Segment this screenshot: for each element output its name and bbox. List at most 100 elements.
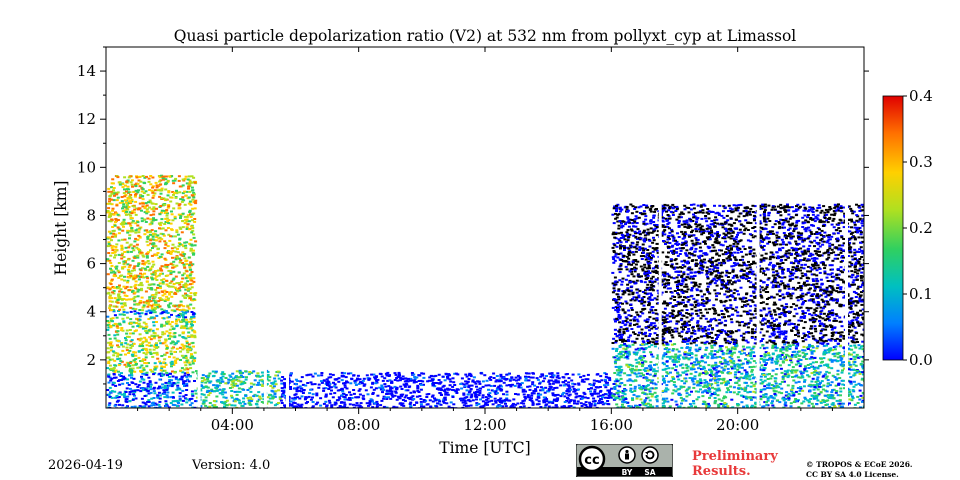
- heatmap-cell: [417, 391, 421, 393]
- heatmap-cell: [187, 331, 191, 334]
- heatmap-cell: [746, 391, 750, 394]
- heatmap-cell: [494, 401, 498, 404]
- heatmap-cell: [310, 383, 314, 386]
- heatmap-cell: [256, 406, 260, 408]
- heatmap-cell: [252, 395, 256, 398]
- heatmap-cell: [183, 309, 187, 312]
- heatmap-cell: [168, 302, 172, 305]
- heatmap-cell: [128, 387, 132, 390]
- heatmap-cell: [129, 272, 133, 275]
- heatmap-cell: [595, 373, 599, 376]
- heatmap-cell: [778, 401, 782, 404]
- heatmap-cell: [298, 397, 302, 400]
- heatmap-cell: [799, 387, 803, 390]
- heatmap-cell: [862, 373, 864, 376]
- heatmap-cell: [854, 355, 858, 358]
- heatmap-cell: [858, 389, 862, 392]
- heatmap-cell: [147, 301, 150, 304]
- heatmap-cell: [117, 370, 120, 373]
- heatmap-cell: [684, 389, 688, 392]
- heatmap-cell: [131, 220, 135, 223]
- heatmap-cell: [160, 265, 164, 268]
- heatmap-cell: [155, 365, 159, 368]
- heatmap-cell: [347, 398, 351, 401]
- heatmap-cell: [439, 403, 443, 406]
- heatmap-cell: [393, 372, 397, 375]
- heatmap-cell: [807, 400, 811, 403]
- heatmap-cell: [541, 389, 545, 392]
- heatmap-cell: [165, 371, 169, 374]
- heatmap-cell: [191, 355, 195, 358]
- heatmap-cell: [552, 399, 556, 402]
- heatmap-cell: [184, 175, 188, 178]
- heatmap-cell: [243, 382, 247, 384]
- heatmap-cell: [628, 374, 632, 377]
- heatmap-cell: [184, 292, 187, 295]
- heatmap-cell: [123, 294, 127, 297]
- heatmap-cell: [553, 394, 557, 397]
- heatmap-cell: [128, 400, 132, 403]
- heatmap-cell: [115, 212, 119, 215]
- heatmap-cell: [233, 400, 237, 403]
- heatmap-cell: [142, 367, 146, 370]
- heatmap-cell: [799, 359, 803, 361]
- heatmap-cell: [150, 306, 154, 309]
- heatmap-cell: [190, 282, 194, 285]
- heatmap-cell: [855, 371, 859, 374]
- heatmap-cell: [701, 403, 705, 405]
- heatmap-cell: [152, 207, 155, 210]
- heatmap-cell: [192, 249, 195, 252]
- heatmap-cell: [115, 325, 119, 328]
- heatmap-cell: [135, 317, 138, 320]
- heatmap-cell: [170, 360, 174, 363]
- heatmap-cell: [178, 226, 182, 229]
- heatmap-cell: [604, 373, 608, 376]
- heatmap-cell: [478, 389, 482, 392]
- heatmap-cell: [451, 377, 455, 380]
- heatmap-cell: [163, 387, 167, 390]
- heatmap-cell: [119, 360, 123, 363]
- heatmap-cell: [153, 345, 157, 348]
- heatmap-cell: [167, 205, 171, 208]
- heatmap-cell: [147, 318, 151, 320]
- heatmap-cell: [283, 386, 286, 389]
- heatmap-cell: [619, 351, 623, 354]
- heatmap-cell: [519, 386, 523, 389]
- heatmap-cell: [816, 376, 820, 379]
- heatmap-cell: [794, 398, 798, 400]
- heatmap-cell: [446, 375, 449, 378]
- heatmap-cell: [247, 402, 251, 405]
- heatmap-cell: [138, 185, 142, 188]
- heatmap-cell: [152, 397, 156, 399]
- heatmap-cell: [385, 389, 389, 392]
- heatmap-cell: [152, 321, 156, 324]
- heatmap-cell: [168, 175, 172, 178]
- heatmap-cell: [193, 351, 197, 354]
- heatmap-cell: [277, 402, 280, 404]
- heatmap-cell: [137, 263, 141, 266]
- heatmap-cell: [848, 364, 852, 366]
- heatmap-cell: [181, 178, 185, 181]
- heatmap-cell: [792, 392, 796, 395]
- heatmap-cell: [494, 390, 498, 393]
- heatmap-cell: [705, 405, 709, 408]
- heatmap-cell: [382, 397, 386, 400]
- heatmap-cell: [192, 280, 196, 283]
- heatmap-cell: [110, 278, 114, 281]
- heatmap-cell: [111, 367, 115, 370]
- heatmap-cell: [407, 397, 410, 399]
- heatmap-cell: [564, 373, 568, 376]
- heatmap-cell: [715, 372, 718, 375]
- heatmap-cell: [152, 348, 156, 351]
- heatmap-cell: [862, 357, 864, 360]
- heatmap-cell: [144, 202, 148, 205]
- heatmap-cell: [422, 376, 426, 379]
- heatmap-cell: [111, 291, 114, 294]
- heatmap-cell: [853, 372, 857, 375]
- heatmap-cell: [846, 347, 850, 350]
- heatmap-cell: [178, 289, 182, 292]
- heatmap-cell: [130, 371, 133, 374]
- heatmap-cell: [129, 286, 133, 289]
- heatmap-cell: [665, 343, 669, 346]
- heatmap-cell: [669, 371, 672, 374]
